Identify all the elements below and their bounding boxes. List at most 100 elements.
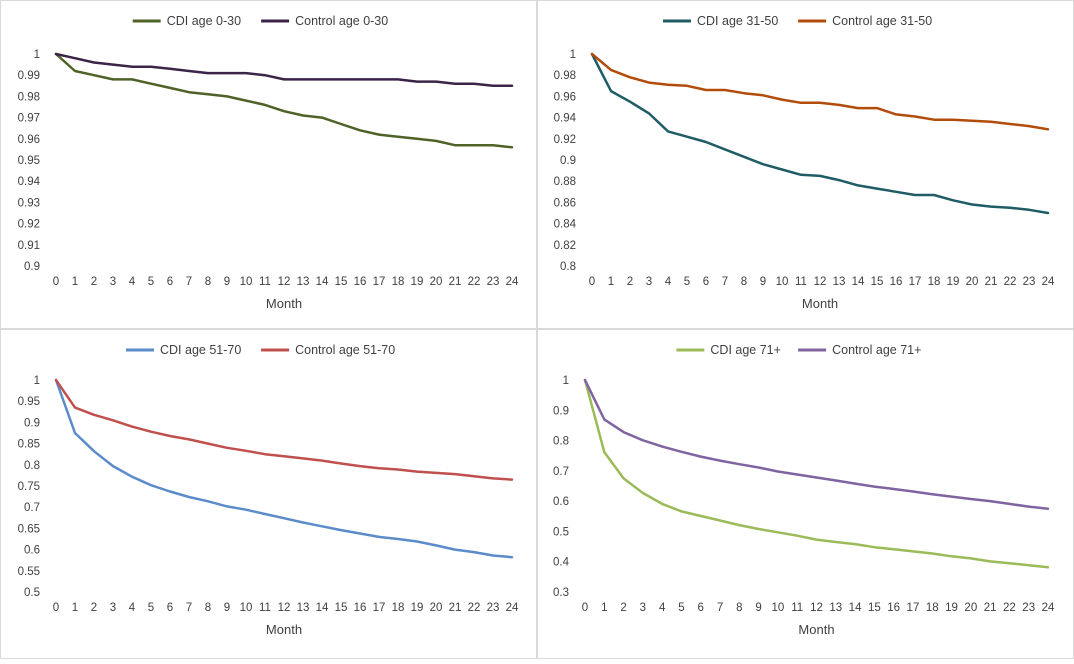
x-tick-label: 2 [620,602,626,614]
x-tick-label: 14 [316,602,329,614]
x-tick-label: 15 [335,602,348,614]
x-tick-label: 20 [964,602,977,614]
x-tick-label: 11 [795,276,807,288]
x-tick-label: 6 [698,602,704,614]
x-tick-label: 7 [722,276,728,288]
x-tick-label: 19 [947,276,960,288]
x-tick-label: 12 [810,602,823,614]
x-tick-label: 6 [167,602,173,614]
legend-item: CDI age 0-30 [132,14,241,28]
y-tick-label: 1 [570,49,576,61]
x-tick-label: 0 [582,602,588,614]
series-line [590,52,1050,215]
x-axis-title: Month [798,622,834,637]
x-tick-label: 17 [907,602,920,614]
x-tick-label: 21 [985,276,998,288]
legend-label: CDI age 0-30 [167,14,241,28]
series-line [590,52,1050,131]
x-tick-label: 20 [430,602,443,614]
panel-border [537,0,1074,329]
series-line [583,378,1050,510]
x-tick-label: 20 [966,276,979,288]
y-tick-label: 0.92 [554,134,576,146]
x-tick-label: 22 [468,276,481,288]
legend-item: CDI age 51-70 [126,343,241,357]
y-tick-label: 0.94 [18,176,41,188]
legend-item: CDI age 31-50 [663,14,778,28]
y-tick-label: 0.93 [18,197,40,209]
x-tick-label: 15 [335,276,348,288]
x-tick-label: 3 [646,276,652,288]
x-tick-label: 9 [760,276,766,288]
y-tick-label: 0.84 [554,219,577,231]
x-tick-label: 23 [1023,276,1036,288]
legend-label: Control age 51-70 [295,343,395,357]
x-tick-label: 17 [909,276,922,288]
x-tick-label: 18 [926,602,939,614]
x-tick-label: 8 [736,602,742,614]
x-tick-label: 6 [703,276,709,288]
x-tick-label: 2 [627,276,633,288]
x-tick-label: 14 [849,602,862,614]
y-tick-label: 0.6 [24,545,40,557]
chart-panel-2: 0.80.820.840.860.880.90.920.940.960.9810… [537,0,1074,329]
y-tick-label: 0.7 [553,466,569,478]
legend-label: CDI age 31-50 [697,14,778,28]
legend-label: Control age 31-50 [832,14,932,28]
x-tick-label: 7 [186,602,192,614]
series-line [54,378,514,559]
x-tick-label: 4 [665,276,672,288]
x-tick-label: 14 [852,276,865,288]
x-tick-label: 5 [148,276,154,288]
y-tick-label: 0.3 [553,587,569,599]
y-tick-label: 0.97 [18,113,40,125]
legend-label: Control age 0-30 [295,14,388,28]
chart-panel-1: 0.9 0.91 0.92 0.93 0.94 0.95 0.96 0.97 0.98 0.99 1… [0,0,537,329]
x-tick-label: 15 [871,276,884,288]
x-tick-label: 8 [741,276,747,288]
legend-label: Control age 71+ [832,343,921,357]
panel-border [537,329,1074,659]
x-tick-label: 10 [772,602,785,614]
x-tick-label: 1 [72,276,78,288]
x-tick-label: 21 [449,602,462,614]
x-tick-label: 13 [297,276,310,288]
series-line [583,378,1050,569]
x-tick-label: 10 [240,602,253,614]
x-tick-label: 3 [640,602,646,614]
x-tick-label: 18 [392,602,405,614]
panel-border [0,329,537,659]
x-tick-label: 12 [278,276,291,288]
x-tick-label: 19 [411,602,424,614]
x-tick-label: 13 [297,602,310,614]
x-tick-label: 5 [678,602,684,614]
y-tick-label: 0.96 [18,134,40,146]
x-tick-label: 22 [1004,276,1017,288]
x-tick-label: 10 [240,276,253,288]
x-tick-label: 5 [148,602,154,614]
x-tick-label: 22 [468,602,481,614]
series-line [54,378,514,481]
x-tick-label: 12 [278,602,291,614]
series-line [54,52,514,88]
y-tick-label: 1 [34,375,40,387]
y-tick-label: 0.94 [554,113,577,125]
x-tick-label: 23 [487,276,500,288]
y-tick-label: 0.95 [18,396,40,408]
x-tick-label: 22 [1003,602,1016,614]
x-tick-label: 3 [110,276,116,288]
x-tick-label: 9 [755,602,761,614]
x-tick-label: 8 [205,602,211,614]
y-tick-label: 0.98 [554,70,576,82]
y-tick-label: 1 [34,49,40,61]
y-tick-label: 0.98 [18,91,40,103]
y-tick-label: 0.85 [18,439,40,451]
y-tick-label: 1 [563,375,569,387]
y-tick-label: 0.8 [553,436,569,448]
chart-panel-4: 0.30.40.50.60.70.80.910 1 2 3 4 5 6 7 8 9 10 11 12 13… [537,329,1074,659]
x-tick-label: 20 [430,276,443,288]
x-tick-label: 23 [487,602,500,614]
panel-border [0,0,537,329]
y-tick-label: 0.9 [24,261,40,273]
